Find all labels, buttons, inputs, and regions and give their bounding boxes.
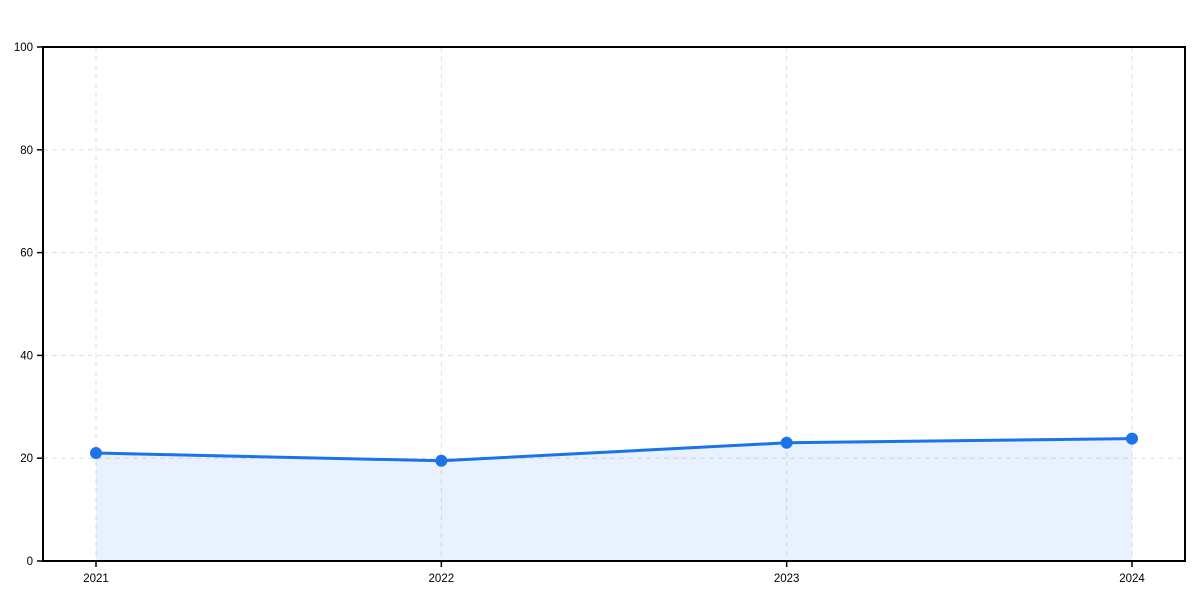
data-point-2023 (780, 436, 793, 449)
y-tick-label: 80 (20, 145, 33, 157)
trend-line (94, 437, 1134, 463)
x-tick-label: 2021 (83, 573, 109, 585)
y-tick-label: 20 (20, 453, 33, 465)
area-fill (96, 438, 1132, 561)
x-tick-label: 2024 (1119, 573, 1145, 585)
data-point-2024 (1126, 432, 1138, 445)
y-tick-label: 0 (27, 556, 33, 568)
x-tick-label: 2022 (429, 573, 455, 585)
data-point-2022 (435, 454, 448, 467)
y-tick-label: 40 (20, 350, 33, 362)
data-point-2021 (90, 447, 102, 460)
y-tick-label: 60 (20, 248, 33, 260)
x-tick-label: 2023 (774, 573, 800, 585)
y-tick-label: 100 (14, 42, 33, 54)
plot-border (42, 46, 1186, 562)
